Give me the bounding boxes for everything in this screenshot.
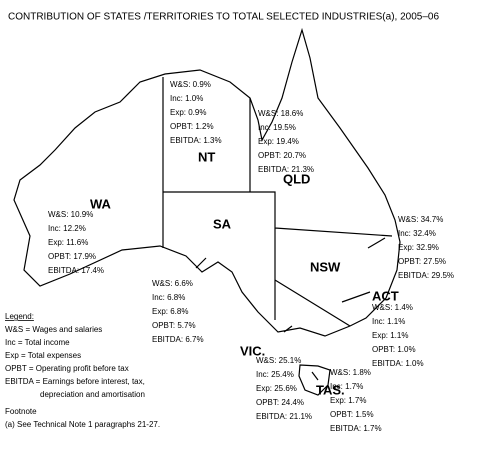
map-title: CONTRIBUTION OF STATES /TERRITORIES TO T…: [8, 12, 439, 23]
region-stat: Exp: 1.1%: [372, 331, 408, 340]
region-stat: Exp: 11.6%: [48, 238, 88, 247]
region-stat: Exp: 6.8%: [152, 307, 188, 316]
region-name: NT: [198, 149, 215, 164]
region-stat: EBITDA: 21.1%: [256, 412, 312, 421]
region-stat: Exp: 1.7%: [330, 396, 366, 405]
region-stat: EBITDA: 1.7%: [330, 424, 382, 433]
region-name: VIC.: [240, 343, 265, 358]
region-name: ACT: [372, 288, 399, 303]
region-stat: Inc: 1.1%: [372, 317, 405, 326]
legend-line: depreciation and amortisation: [40, 390, 145, 399]
legend-line: Exp = Total expenses: [5, 351, 81, 360]
region-stat: W&S: 1.4%: [372, 303, 413, 312]
region-stat: Inc: 6.8%: [152, 293, 185, 302]
region-stat: Exp: 0.9%: [170, 108, 206, 117]
region-stat: OPBT: 1.2%: [170, 122, 214, 131]
legend-line: OPBT = Operating profit before tax: [5, 364, 129, 373]
region-stat: Inc: 19.5%: [258, 123, 296, 132]
region-stat: OPBT: 1.5%: [330, 410, 374, 419]
region-stat: Exp: 32.9%: [398, 243, 439, 252]
mainland-outline: [13, 27, 401, 337]
region-stat: EBITDA: 21.3%: [258, 165, 314, 174]
region-stat: Exp: 25.6%: [256, 384, 297, 393]
region-stat: W&S: 10.9%: [48, 210, 93, 219]
region-name: TAS.: [316, 382, 345, 397]
region-stat: OPBT: 27.5%: [398, 257, 446, 266]
region-stat: EBITDA: 6.7%: [152, 335, 204, 344]
legend-line: Inc = Total income: [5, 338, 70, 347]
region-stat: EBITDA: 1.0%: [372, 359, 424, 368]
region-stat: OPBT: 1.0%: [372, 345, 416, 354]
region-stat: Inc: 25.4%: [256, 370, 294, 379]
region-stat: W&S: 25.1%: [256, 356, 301, 365]
region-stat: Inc: 12.2%: [48, 224, 86, 233]
region-labels: WAW&S: 10.9% Inc: 12.2% Exp: 11.6% OPBT: 17…: [48, 80, 454, 433]
region-stat: OPBT: 5.7%: [152, 321, 196, 330]
region-stat: W&S: 0.9%: [170, 80, 211, 89]
legend-line: W&S = Wages and salaries: [5, 325, 102, 334]
region-stat: W&S: 1.8%: [330, 368, 371, 377]
region-name: SA: [213, 216, 232, 231]
region-stat: OPBT: 24.4%: [256, 398, 304, 407]
tasmania-outline: [298, 364, 331, 396]
region-stat: OPBT: 20.7%: [258, 151, 306, 160]
region-stat: Exp: 19.4%: [258, 137, 299, 146]
legend: Legend: W&S = Wages and salaries Inc = Tot…: [5, 312, 145, 399]
region-stat: EBITDA: 29.5%: [398, 271, 454, 280]
region-stat: W&S: 6.6%: [152, 279, 193, 288]
region-stat: W&S: 34.7%: [398, 215, 443, 224]
region-name: WA: [90, 196, 112, 211]
region-name: NSW: [310, 259, 341, 274]
footnote-line: (a) See Technical Note 1 paragraphs 21-2…: [5, 420, 160, 429]
pointer-lines: [195, 237, 386, 381]
region-stat: Inc: 32.4%: [398, 229, 436, 238]
footnote-heading: Footnote: [5, 407, 37, 416]
legend-heading: Legend:: [5, 312, 34, 321]
region-name: QLD: [283, 171, 310, 186]
region-stat: OPBT: 17.9%: [48, 252, 96, 261]
region-stat: W&S: 18.6%: [258, 109, 303, 118]
region-stat: Inc: 1.7%: [330, 382, 363, 391]
legend-line: EBITDA = Earnings before interest, tax,: [5, 377, 145, 386]
region-stat: EBITDA: 17.4%: [48, 266, 104, 275]
footnote: Footnote (a) See Technical Note 1 paragra…: [5, 407, 160, 429]
region-stat: EBITDA: 1.3%: [170, 136, 222, 145]
borders: [162, 77, 393, 327]
region-stat: Inc: 1.0%: [170, 94, 203, 103]
